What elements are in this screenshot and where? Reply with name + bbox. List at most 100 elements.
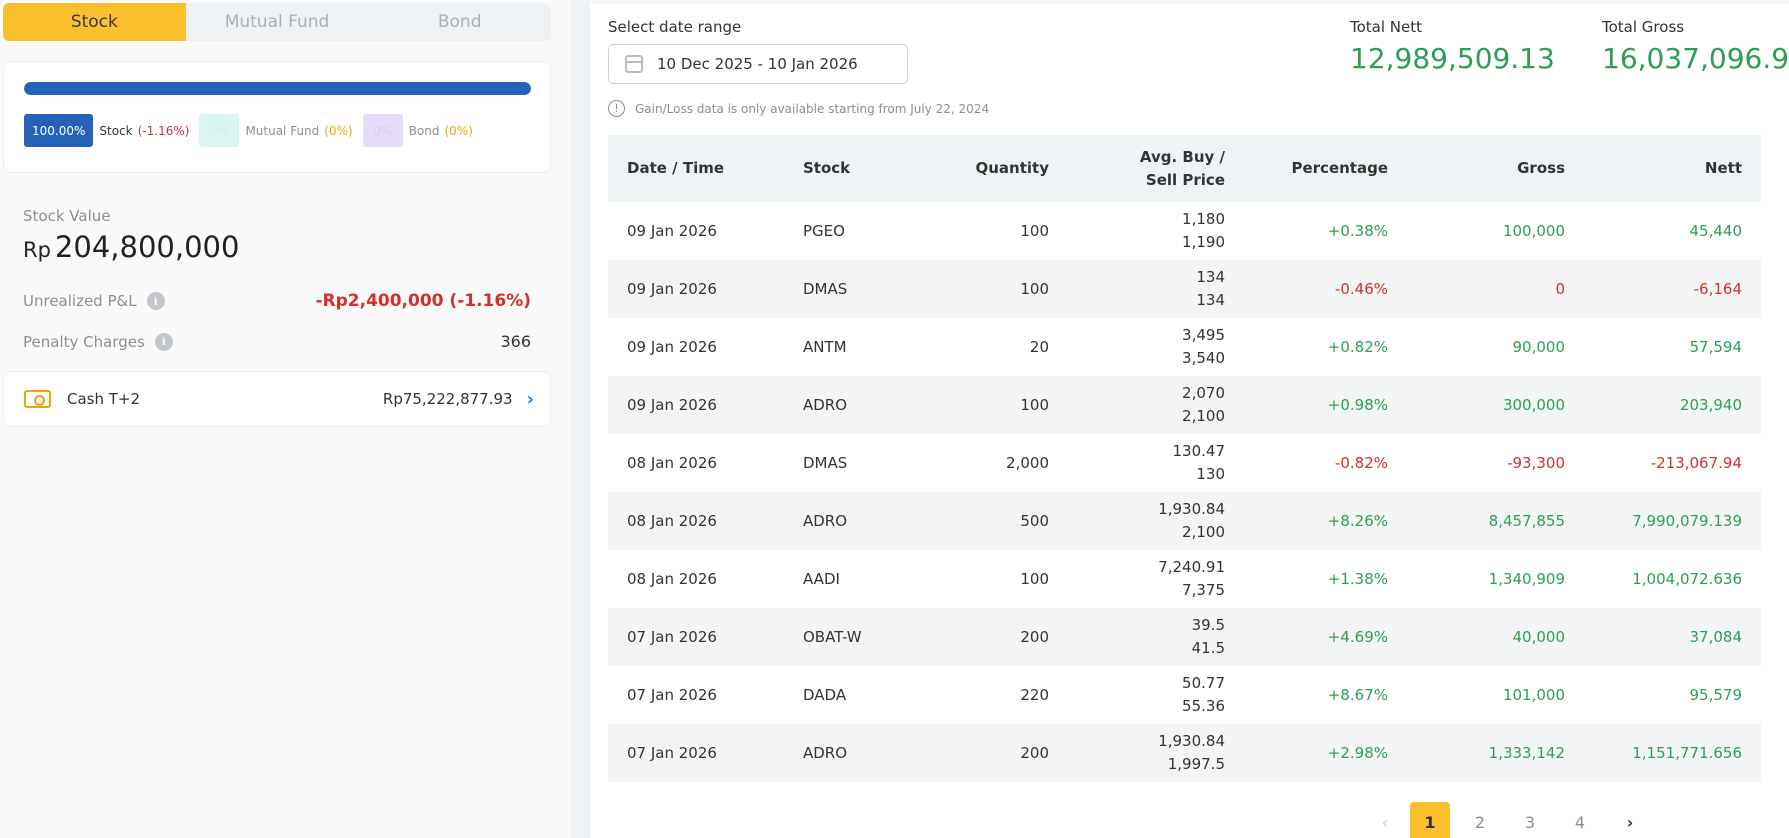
table-row: 09 Jan 2026 ADRO 100 2,070 2,100 +0.98% 300,00… — [608, 376, 1761, 434]
cell-price: 39.5 41.5 — [1068, 608, 1244, 666]
info-icon[interactable]: i — [146, 292, 165, 310]
total-nett: Total Nett 12,989,509.13 — [1350, 18, 1555, 75]
sell-price: 41.5 — [1191, 639, 1225, 657]
avg-buy-price: 7,240.91 — [1158, 558, 1225, 576]
cell-quantity: 100 — [1020, 569, 1049, 588]
col-percentage: Percentage — [1244, 135, 1407, 202]
cell-gross: 90,000 — [1512, 337, 1566, 356]
info-icon: ! — [608, 100, 625, 117]
stock-value: Rp 204,800,000 — [23, 230, 239, 264]
cell-date: 07 Jan 2026 — [627, 685, 717, 704]
cell-percentage: +8.26% — [1244, 492, 1407, 550]
cell-date: 08 Jan 2026 — [608, 492, 784, 550]
cash-t2-row[interactable]: Cash T+2 Rp75,222,877.93 › — [3, 371, 551, 427]
page-button-3[interactable]: 3 — [1524, 812, 1536, 832]
cell-percentage: +0.38% — [1327, 221, 1388, 240]
cell-percentage: +8.67% — [1327, 685, 1388, 704]
col-price: Avg. Buy / Sell Price — [1068, 135, 1244, 202]
page-button-4[interactable]: 4 — [1574, 812, 1586, 832]
tab-bond[interactable]: Bond — [437, 12, 482, 32]
table-header-row: Date / Time Stock Quantity Avg. Buy / Sel… — [608, 135, 1761, 202]
stock-legend-label: Stock — [99, 123, 133, 138]
mutual-fund-legend-label: Mutual Fund — [245, 123, 320, 138]
cell-stock: ADRO — [784, 724, 933, 782]
date-range-value: 10 Dec 2025 - 10 Jan 2026 — [657, 55, 858, 73]
cell-price: 1,930.84 2,100 — [1068, 492, 1244, 550]
cell-quantity: 200 — [933, 724, 1068, 782]
penalty-charges-value: 366 — [500, 332, 531, 351]
table-body: 09 Jan 2026 PGEO 100 1,180 1,190 +0.38% 100,00… — [608, 202, 1761, 782]
cell-gross: 8,457,855 — [1407, 492, 1584, 550]
date-range-picker[interactable]: 10 Dec 2025 - 10 Jan 2026 — [608, 44, 908, 84]
sell-price: 7,375 — [1182, 581, 1225, 599]
bond-legend-label: Bond — [408, 123, 440, 138]
cell-nett: 95,579 — [1689, 685, 1743, 704]
cell-stock: PGEO — [803, 221, 845, 240]
cell-gross: 1,340,909 — [1488, 569, 1565, 588]
stock-value-label: Stock Value — [23, 207, 111, 225]
cell-price: 2,070 2,100 — [1068, 376, 1244, 434]
table-row: 09 Jan 2026 DMAS 100 134 134 -0.46% 0 -6,164 — [608, 260, 1761, 318]
cell-percentage: +0.82% — [1327, 337, 1388, 356]
col-price-line1: Avg. Buy / — [1139, 147, 1225, 166]
table-row: 07 Jan 2026 OBAT-W 200 39.5 41.5 +4.69% 40,000… — [608, 608, 1761, 666]
cell-date: 09 Jan 2026 — [608, 376, 784, 434]
cell-stock: ADRO — [784, 492, 933, 550]
mutual-fund-chip: 0% — [199, 114, 240, 147]
gain-loss-note-text: Gain/Loss data is only available startin… — [635, 101, 990, 116]
bond-legend-pct: (0%) — [444, 123, 473, 138]
avg-buy-price: 39.5 — [1191, 616, 1225, 634]
asset-tabs: Stock Mutual Fund Bond — [3, 3, 551, 41]
info-icon[interactable]: i — [154, 332, 173, 351]
pagination: ‹ 1 2 3 4 › — [590, 802, 1789, 838]
sell-price: 130 — [1196, 465, 1225, 483]
avg-buy-price: 1,930.84 — [1158, 500, 1225, 518]
currency-label: Rp — [23, 238, 51, 262]
stock-chip: 100.00% — [24, 114, 94, 147]
page-button-1[interactable]: 1 — [1410, 802, 1450, 838]
sell-price: 2,100 — [1182, 407, 1225, 425]
panel-divider — [570, 0, 590, 838]
cell-percentage: -0.46% — [1244, 260, 1407, 318]
cash-icon — [24, 390, 51, 408]
cell-price: 1,930.84 1,997.5 — [1068, 724, 1244, 782]
avg-buy-price: 1,930.84 — [1158, 732, 1225, 750]
allocation-bar-fill-stock — [24, 82, 531, 95]
cell-date: 09 Jan 2026 — [608, 260, 784, 318]
chevron-right-icon[interactable]: › — [526, 388, 534, 410]
tab-mutual-fund[interactable]: Mutual Fund — [224, 12, 330, 32]
cell-nett: 7,990,079.139 — [1584, 492, 1761, 550]
allocation-bar — [24, 82, 531, 95]
gain-loss-note: ! Gain/Loss data is only available start… — [608, 100, 989, 117]
mutual-fund-legend-pct: (0%) — [324, 123, 353, 138]
cell-quantity: 100 — [1020, 221, 1049, 240]
prev-page-button[interactable]: ‹ — [1381, 812, 1389, 832]
unrealized-pl-row: Unrealized P&L i -Rp2,400,000 (-1.16%) — [23, 291, 531, 311]
cell-gross: 100,000 — [1502, 221, 1565, 240]
tab-stock[interactable]: Stock — [3, 3, 186, 41]
next-page-button[interactable]: › — [1626, 812, 1634, 832]
col-price-line2: Sell Price — [1145, 170, 1225, 189]
cell-quantity: 20 — [1029, 337, 1049, 356]
cell-date: 07 Jan 2026 — [608, 724, 784, 782]
cell-date: 08 Jan 2026 — [627, 453, 717, 472]
unrealized-pl-value: -Rp2,400,000 (-1.16%) — [315, 291, 531, 311]
avg-buy-price: 50.77 — [1182, 674, 1225, 692]
page-button-2[interactable]: 2 — [1474, 812, 1486, 832]
portfolio-panel: Stock Mutual Fund Bond 100.00% Stock (-1… — [0, 0, 570, 838]
transactions-panel: Select date range 10 Dec 2025 - 10 Jan 2… — [590, 4, 1789, 838]
cell-price: 50.77 55.36 — [1068, 666, 1244, 724]
sell-price: 2,100 — [1182, 523, 1225, 541]
penalty-charges-label: Penalty Charges — [23, 332, 145, 351]
col-nett: Nett — [1584, 135, 1761, 202]
allocation-card: 100.00% Stock (-1.16%) 0% Mutual Fund (0… — [3, 61, 551, 173]
cell-price: 130.47 130 — [1068, 434, 1244, 492]
cell-nett: 37,084 — [1584, 608, 1761, 666]
cell-quantity: 220 — [1020, 685, 1049, 704]
cell-nett: -213,067.94 — [1650, 453, 1742, 472]
total-gross-value: 16,037,096.9 — [1602, 42, 1789, 75]
col-date: Date / Time — [608, 135, 784, 202]
cell-quantity: 200 — [933, 608, 1068, 666]
cell-stock: ANTM — [803, 337, 847, 356]
col-stock: Stock — [784, 135, 933, 202]
